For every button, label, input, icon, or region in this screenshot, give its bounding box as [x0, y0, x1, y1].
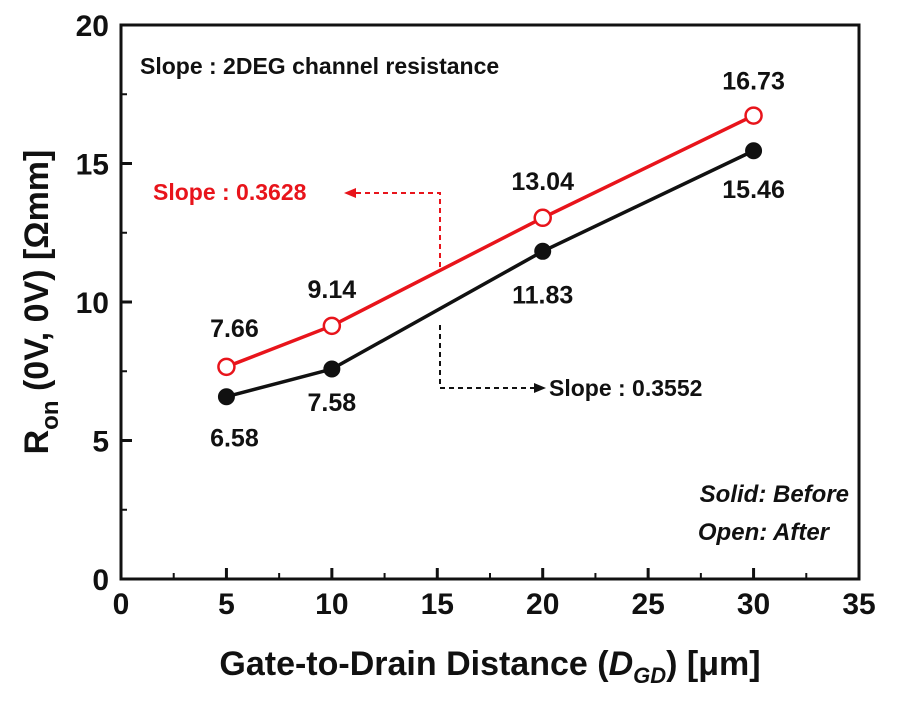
y-tick-label: 10 [76, 287, 109, 320]
data-point-open [322, 316, 342, 336]
x-axis-ticks: 0 5 10 15 20 25 30 35 [113, 568, 876, 621]
x-tick-label: 5 [218, 588, 235, 621]
legend-solid: Solid: Before [700, 481, 849, 508]
before-slope-arrowhead [534, 383, 546, 393]
before-slope-annotation: Slope : 0.3552 [549, 375, 702, 401]
x-tick-label: 10 [315, 588, 348, 621]
after-slope-leader [356, 192, 441, 268]
data-label-solid: 15.46 [722, 176, 785, 204]
data-label-open: 9.14 [308, 276, 357, 304]
series-layer [217, 106, 763, 406]
data-point-solid [323, 360, 341, 378]
data-label-layer: 7.66 9.14 13.04 16.73 6.58 7.58 11.83 15.46 [210, 68, 785, 453]
y-tick-label: 0 [92, 564, 109, 597]
y-tick-label: 15 [76, 149, 109, 182]
data-label-solid: 6.58 [210, 425, 259, 453]
before-slope-leader [439, 325, 534, 389]
series-line-solid [225, 149, 755, 399]
after-slope-arrowhead [344, 188, 356, 198]
data-point-solid [534, 242, 552, 260]
y-tick-label: 5 [92, 426, 109, 459]
data-label-open: 13.04 [511, 168, 574, 196]
x-tick-label: 25 [631, 588, 664, 621]
x-tick-label: 0 [113, 588, 130, 621]
x-tick-label: 20 [526, 588, 559, 621]
data-point-solid [217, 388, 235, 406]
data-label-solid: 11.83 [512, 281, 573, 309]
data-label-open: 16.73 [722, 68, 785, 96]
data-point-open [744, 106, 763, 125]
slope-title-note: Slope : 2DEG channel resistance [140, 53, 499, 79]
data-label-solid: 7.58 [308, 389, 357, 417]
after-slope-annotation: Slope : 0.3628 [153, 179, 307, 205]
data-point-solid [745, 142, 763, 160]
y-axis-title: Ron (0V, 0V) [Ωmm] [18, 150, 64, 455]
y-tick-label: 20 [76, 10, 109, 43]
data-label-open: 7.66 [210, 315, 259, 343]
y-axis-ticks: 0 5 10 15 20 [76, 10, 132, 597]
x-tick-label: 15 [421, 588, 454, 621]
x-tick-label: 30 [737, 588, 770, 621]
x-tick-label: 35 [842, 588, 875, 621]
x-axis-title: Gate-to-Drain Distance (DGD) [μm] [219, 645, 760, 688]
legend-open: Open: After [698, 519, 831, 546]
series-line-open [225, 114, 755, 369]
data-point-open [533, 208, 552, 228]
data-point-open [217, 357, 236, 377]
